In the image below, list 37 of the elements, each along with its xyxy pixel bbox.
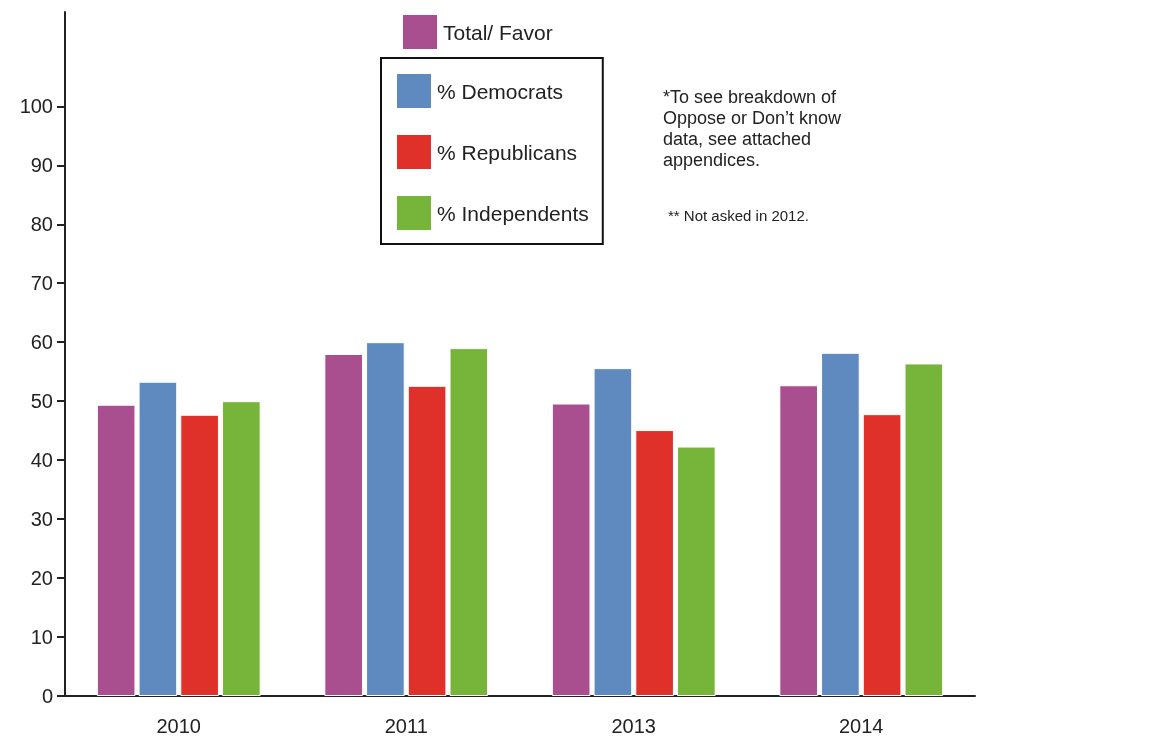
bar bbox=[222, 401, 261, 696]
bar bbox=[324, 354, 363, 696]
annotation: *To see breakdown of Oppose or Don’t know data, see attached appendices. bbox=[663, 86, 843, 170]
y-tick-label: 60 bbox=[30, 331, 53, 354]
bar bbox=[677, 446, 716, 696]
bar bbox=[180, 414, 219, 696]
x-tick-label: 2010 bbox=[156, 715, 201, 737]
y-tick-label: 30 bbox=[30, 508, 53, 531]
legend-label: % Independents bbox=[437, 201, 589, 225]
y-tick-label: 90 bbox=[30, 154, 53, 177]
annotation: ** Not asked in 2012. bbox=[668, 206, 809, 224]
x-tick-label: 2011 bbox=[384, 715, 428, 737]
bar bbox=[904, 363, 944, 696]
y-tick-label: 100 bbox=[19, 95, 53, 118]
bar bbox=[862, 414, 902, 696]
y-tick-label: 10 bbox=[30, 626, 53, 649]
legend-label: Total/ Favor bbox=[443, 20, 553, 44]
bar bbox=[96, 404, 136, 696]
y-tick-label: 0 bbox=[41, 685, 53, 707]
legend-label: % Republicans bbox=[437, 140, 578, 164]
bar bbox=[593, 368, 633, 696]
x-tick-label: 2013 bbox=[611, 715, 656, 737]
bar bbox=[138, 381, 178, 696]
bar bbox=[449, 348, 489, 696]
bar bbox=[779, 385, 818, 696]
bar bbox=[407, 385, 447, 696]
y-tick-label: 70 bbox=[30, 272, 53, 295]
y-tick-label: 80 bbox=[30, 213, 53, 236]
bar bbox=[366, 342, 405, 696]
y-tick-label: 40 bbox=[30, 449, 53, 472]
y-tick-label: 50 bbox=[30, 390, 53, 413]
bar bbox=[821, 352, 860, 696]
legend-label: % Democrats bbox=[437, 79, 564, 103]
bar bbox=[635, 430, 674, 696]
y-tick-label: 20 bbox=[30, 567, 53, 590]
x-tick-label: 2014 bbox=[839, 715, 884, 737]
bar bbox=[551, 403, 591, 696]
